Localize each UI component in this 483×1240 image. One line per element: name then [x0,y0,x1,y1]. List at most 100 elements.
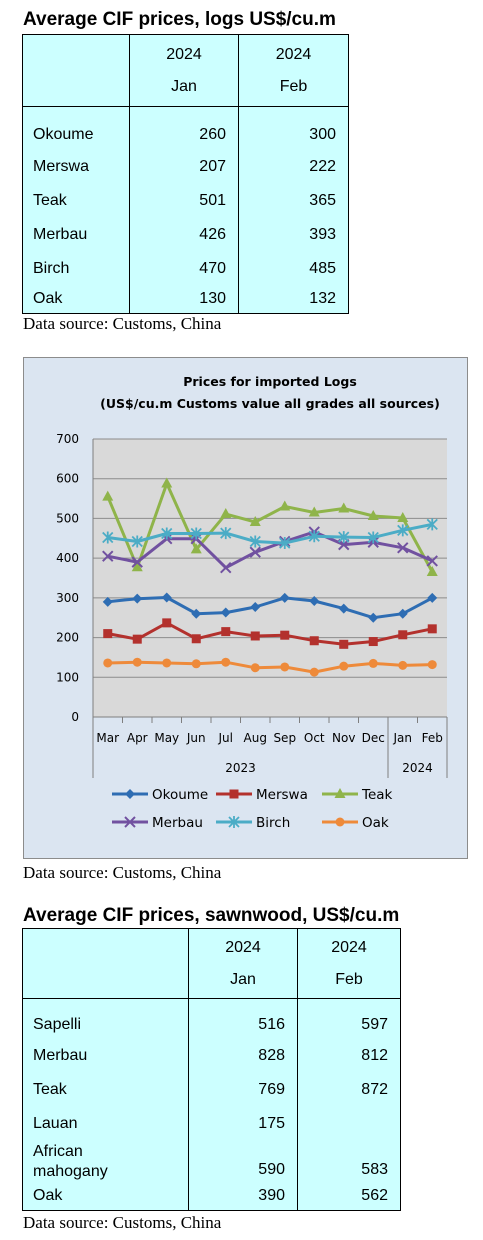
table-row: Okoume 260 300 [22,106,349,150]
logs-price-table: 2024 Jan 2024 Feb Okoume 260 300 Merswa … [22,34,349,314]
data-point [338,531,350,544]
column-header-feb: 2024 Feb [297,928,401,999]
row-label: Oak [22,1182,189,1211]
data-point [398,630,408,640]
table-row: Teak 501 365 [22,183,349,218]
table-corner-cell [22,928,189,999]
data-point [308,506,320,517]
feb-value: 365 [238,183,349,218]
data-point [161,527,173,540]
legend-label: Teak [361,787,393,803]
data-point [102,550,114,562]
feb-value: 222 [238,149,349,184]
row-label: Sapelli [22,998,189,1039]
data-point [103,658,113,668]
table-row: Lauan 175 [22,1106,401,1141]
sawnwood-data-source: Data source: Customs, China [23,1213,222,1232]
legend-item: Merswa [216,787,308,803]
row-label: African mahogany [22,1140,189,1183]
column-header-feb: 2024 Feb [238,34,349,107]
data-point [102,596,113,607]
axes: 0 100 200 300 400 500 600 700 Mar Apr May Jun Jul Aug… [56,432,448,778]
jan-value: 175 [188,1106,298,1141]
row-label: Teak [22,183,130,218]
data-point [280,662,290,672]
series-line [107,660,433,674]
legend-item: Oak [322,815,389,831]
legend-item: Birch [216,815,290,831]
data-point [249,516,261,527]
data-point [190,543,202,554]
year-group-label: 2023 [225,761,256,775]
x-tick-label: Sep [273,731,296,745]
y-tick-label: 700 [56,432,79,446]
data-point [426,566,438,577]
data-point [161,592,172,603]
row-label: Merbau [22,1038,189,1073]
jan-value: 501 [129,183,239,218]
data-point [280,630,290,640]
data-point [221,657,231,667]
data-point [162,618,172,628]
column-header-jan: 2024 Jan [188,928,298,999]
series-merswa [103,618,437,649]
jan-value: 390 [188,1182,298,1211]
data-point [250,663,260,673]
series-line [107,621,433,646]
data-point [427,624,437,634]
legend-marker [335,817,345,827]
row-label: Okoume [22,106,130,150]
data-point [249,535,261,548]
series-line [107,522,433,545]
jan-value: 516 [188,998,298,1039]
feb-value: 300 [238,106,349,150]
data-point [368,637,378,647]
row-label: Lauan [22,1106,189,1141]
data-point [191,634,201,644]
plot-area [93,439,447,717]
jan-value: 130 [129,285,239,314]
data-point [220,508,232,519]
series-lines [102,477,438,677]
x-tick-label: Aug [244,731,267,745]
legend-item: Okoume [112,787,208,803]
feb-value: 872 [297,1072,401,1107]
data-point [338,502,350,513]
feb-value [297,1106,401,1141]
legend-label: Merbau [152,815,203,831]
data-point [308,530,320,543]
data-point [426,518,438,531]
table-row: Oak 130 132 [22,285,349,314]
data-point [161,477,173,488]
data-point [427,660,437,670]
year-group-label: 2024 [402,761,433,775]
y-tick-label: 100 [56,670,79,684]
y-tick-label: 200 [56,631,79,645]
data-point [397,524,409,537]
legend-item: Merbau [112,815,203,831]
table-row: Oak 390 562 [22,1182,401,1211]
data-point [250,601,261,612]
feb-value: 562 [297,1182,401,1211]
data-point [368,658,378,668]
chart-title: Prices for imported Logs [183,374,357,389]
table-corner-cell [22,34,130,107]
feb-value: 393 [238,217,349,252]
sawnwood-price-table: 2024 Jan 2024 Feb Sapelli 516 597 Merbau… [22,928,401,1211]
y-tick-label: 300 [56,591,79,605]
data-point [309,596,320,607]
data-point [339,661,349,671]
table-row: Merbau 426 393 [22,217,349,252]
x-tick-label: Feb [422,731,443,745]
jan-value: 590 [188,1140,298,1183]
data-point [339,639,349,649]
jan-value: 426 [129,217,239,252]
data-point [131,556,143,568]
y-tick-label: 400 [56,551,79,565]
table-row: African mahogany 590 583 [22,1140,401,1183]
data-point [338,603,349,614]
data-point [367,531,379,544]
data-point [279,500,291,511]
data-point [191,608,202,619]
data-point [132,634,142,644]
